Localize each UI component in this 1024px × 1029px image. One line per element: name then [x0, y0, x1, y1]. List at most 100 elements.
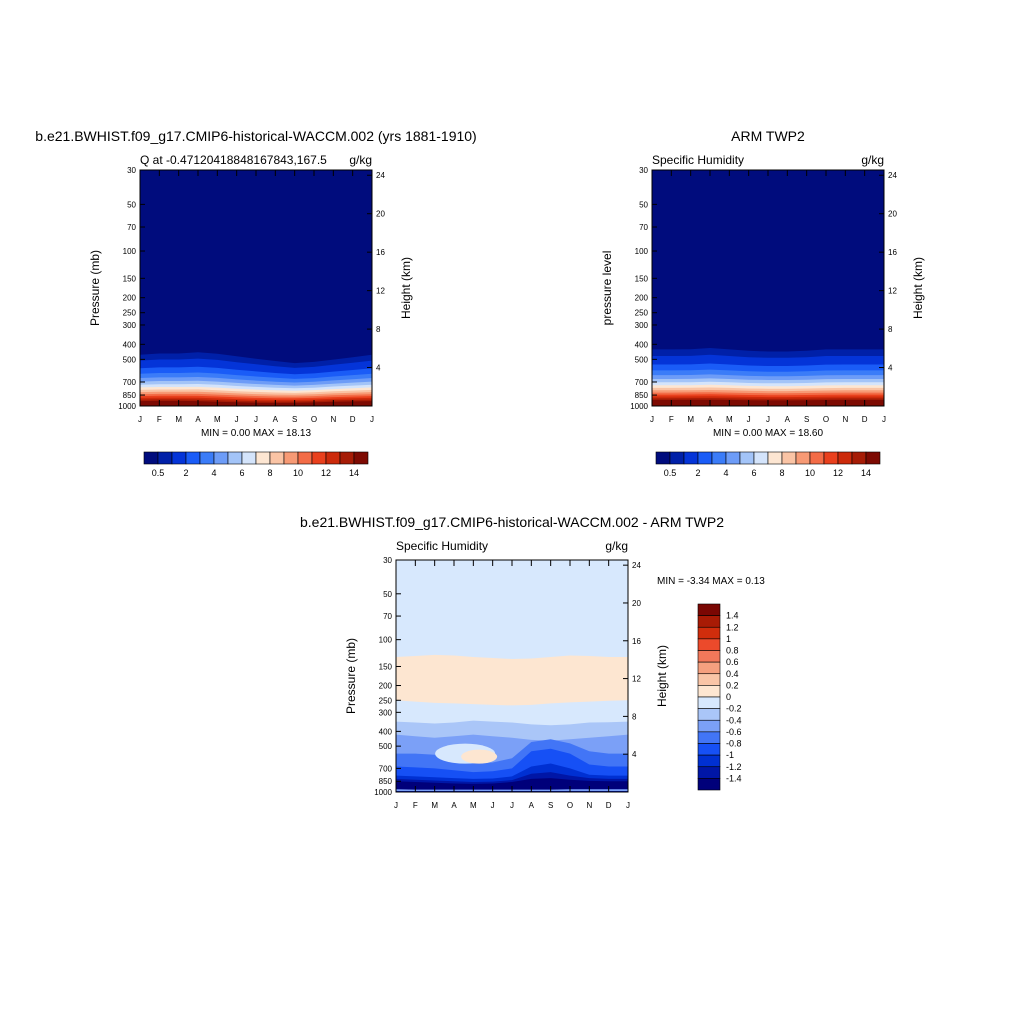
panel-model-colorbar-swatch	[143, 451, 159, 465]
panel-obs-ytick-label: 30	[639, 166, 648, 175]
panel-obs-left-string: Specific Humidity	[652, 153, 744, 167]
panel-diff-colorbar-label: -0.6	[726, 727, 742, 737]
panel-model-colorbar-label: 2	[183, 468, 188, 478]
panel-obs-xtick-label: D	[862, 415, 868, 424]
panel-diff-colorbar-label: -0.2	[726, 704, 742, 714]
panel-model-ytick-label: 100	[123, 247, 137, 256]
panel-obs-colorbar-swatch	[669, 451, 685, 465]
panel-diff-ytick-right-label: 8	[632, 712, 637, 721]
panel-model-xtick-label: M	[175, 415, 182, 424]
panel-diff-colorbar-label: 0.2	[726, 680, 739, 690]
panel-diff-xtick-label: F	[413, 801, 418, 810]
panel-diff-xtick-label: J	[626, 801, 630, 810]
panel-diff-ytick-label: 850	[379, 777, 393, 786]
panel-diff-colorbar-swatch	[697, 650, 721, 663]
panel-diff-xtick-label: J	[510, 801, 514, 810]
panel-diff-colorbar-swatch	[697, 685, 721, 698]
panel-obs-colorbar-swatch	[809, 451, 825, 465]
panel-model-colorbar-label: 8	[267, 468, 272, 478]
panel-obs-colorbar-swatch	[795, 451, 811, 465]
panel-diff-xtick-label: D	[606, 801, 612, 810]
panel-model-ytick-right-label: 12	[376, 287, 385, 296]
panel-model-ylabel: Pressure (mb)	[88, 250, 102, 326]
panel-obs-ytick-label: 100	[635, 247, 649, 256]
panel-obs-ytick-right-label: 24	[888, 171, 897, 180]
panel-diff-ytick-label: 70	[383, 612, 392, 621]
panel-model-colorbar-swatch	[339, 451, 355, 465]
panel-obs-ytick-right-label: 16	[888, 248, 897, 257]
panel-obs-ytick-right-label: 12	[888, 287, 897, 296]
panel-obs-colorbar-label: 6	[751, 468, 756, 478]
panel-diff-colorbar-swatch	[697, 766, 721, 779]
panel-obs-colorbar-swatch	[739, 451, 755, 465]
panel-obs-ytick-label: 250	[635, 309, 649, 318]
panel-model-ytick-label: 500	[123, 355, 137, 364]
panel-model-colorbar-swatch	[353, 451, 369, 465]
panel-diff-colorbar-swatch	[697, 743, 721, 756]
panel-diff-ytick-label: 250	[379, 696, 393, 705]
panel-model-colorbar-swatch	[213, 451, 229, 465]
panel-model-xtick-label: J	[235, 415, 239, 424]
panel-diff-colorbar-label: -1	[726, 750, 734, 760]
panel-model-colorbar-label: 6	[239, 468, 244, 478]
panel-model-field	[140, 170, 372, 406]
panel-diff-colorbar-label: -1.2	[726, 762, 742, 772]
panel-model-ytick-label: 30	[127, 166, 136, 175]
panel-obs-ytick-label: 150	[635, 274, 649, 283]
panel-model-ylabel-right: Height (km)	[399, 257, 413, 319]
panel-obs-colorbar-swatch	[851, 451, 867, 465]
panel-diff-ytick-label: 50	[383, 590, 392, 599]
panel-model-colorbar-swatch	[199, 451, 215, 465]
panel-model-colorbar-label: 14	[349, 468, 359, 478]
panel-diff-colorbar-label: -1.4	[726, 773, 742, 783]
panel-diff-colorbar-swatch	[697, 696, 721, 709]
panel-diff-xtick-label: A	[451, 801, 457, 810]
panel-diff-ytick-label: 30	[383, 556, 392, 565]
panel-model-title: b.e21.BWHIST.f09_g17.CMIP6-historical-WA…	[35, 128, 476, 144]
panel-model-colorbar-swatch	[255, 451, 271, 465]
panel-model-colorbar-label: 10	[293, 468, 303, 478]
panel-obs-xtick-label: A	[785, 415, 791, 424]
panel-obs-xtick-label: J	[747, 415, 751, 424]
panel-diff-ytick-label: 300	[379, 708, 393, 717]
panel-diff-units: g/kg	[605, 539, 628, 553]
panel-obs-ytick-right-label: 20	[888, 210, 897, 219]
panel-obs-xtick-label: J	[650, 415, 654, 424]
panel-model-colorbar-swatch	[297, 451, 313, 465]
panel-model-ytick-label: 150	[123, 274, 137, 283]
panel-obs-colorbar-swatch	[655, 451, 671, 465]
panel-obs-ylabel-right: Height (km)	[911, 257, 925, 319]
panel-diff-ytick-label: 1000	[374, 788, 392, 797]
panel-model-xtick-label: S	[292, 415, 297, 424]
panel-model-colorbar-swatch	[325, 451, 341, 465]
panel-obs-colorbar-label: 10	[805, 468, 815, 478]
panel-diff: b.e21.BWHIST.f09_g17.CMIP6-historical-WA…	[300, 514, 765, 810]
panel-diff-xtick-label: M	[470, 801, 477, 810]
panel-obs: ARM TWP2 Specific Humidity g/kg 30 50 70 10…	[600, 128, 925, 478]
panel-diff-colorbar-swatch	[697, 661, 721, 675]
panel-obs-ytick-label: 700	[635, 378, 649, 387]
panel-model-units: g/kg	[349, 153, 372, 167]
panel-model-xtick-label: N	[330, 415, 336, 424]
panel-obs-colorbar-label: 14	[861, 468, 871, 478]
panel-model-xtick-label: M	[214, 415, 221, 424]
panel-diff-colorbar-label: 0.8	[726, 646, 739, 656]
panel-model-xtick-label: J	[370, 415, 374, 424]
panel-obs-ytick-label: 50	[639, 200, 648, 209]
panel-model-ytick-label: 1000	[118, 402, 136, 411]
panel-model-ytick-label: 300	[123, 321, 137, 330]
panel-obs-ytick-label: 400	[635, 340, 649, 349]
panel-diff-xtick-label: A	[529, 801, 535, 810]
panel-obs-colorbar-swatch	[865, 451, 881, 465]
panel-diff-xtick-label: J	[394, 801, 398, 810]
panel-model-ytick-label: 50	[127, 200, 136, 209]
panel-obs-xtick-label: O	[823, 415, 829, 424]
panel-obs-ytick-label: 300	[635, 321, 649, 330]
panel-obs-ytick-label: 70	[639, 223, 648, 232]
panel-obs-field	[652, 170, 884, 406]
panel-model-xtick-label: J	[138, 415, 142, 424]
panel-obs-units: g/kg	[861, 153, 884, 167]
panel-diff-ytick-label: 150	[379, 662, 393, 671]
panel-diff-xtick-label: S	[548, 801, 553, 810]
panel-obs-ytick-right-label: 8	[888, 325, 893, 334]
